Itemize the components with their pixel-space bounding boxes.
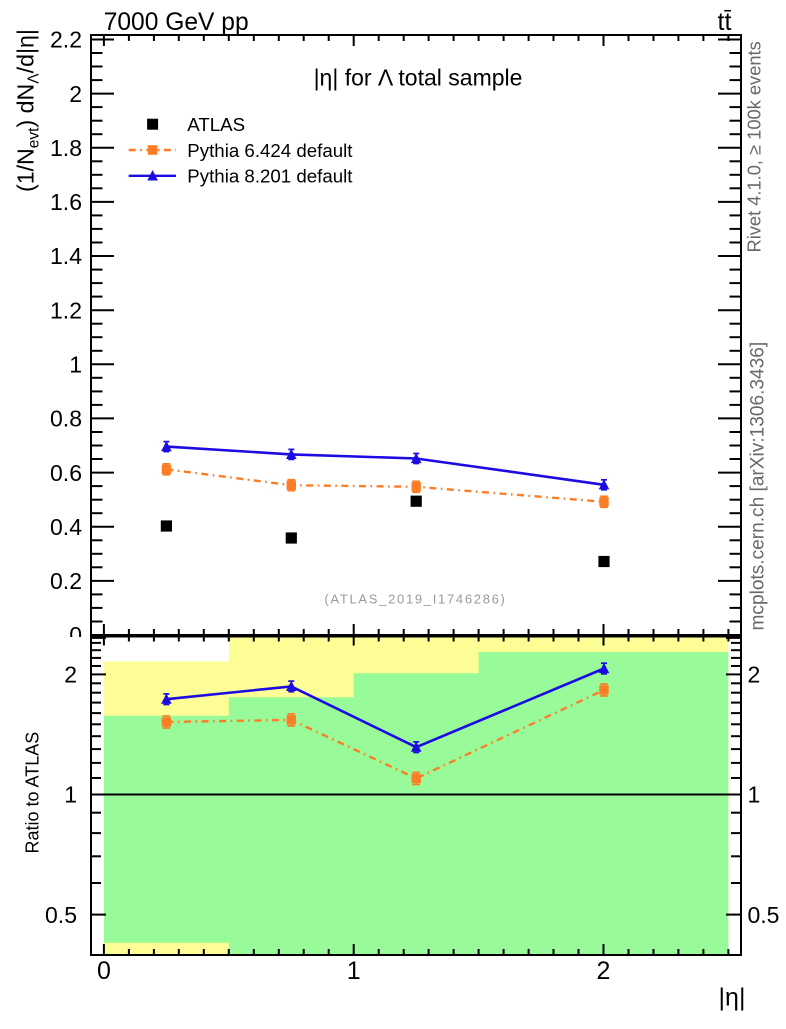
svg-text:0.4: 0.4 [50,514,82,540]
svg-text:1.2: 1.2 [50,297,82,323]
svg-text:2: 2 [64,662,77,688]
svg-text:1: 1 [64,782,77,808]
svg-text:2: 2 [69,81,82,107]
svg-text:0.5: 0.5 [45,902,77,928]
svg-text:1.6: 1.6 [50,189,82,215]
svg-text:1.8: 1.8 [50,135,82,161]
svg-text:1: 1 [69,352,82,378]
svg-text:0.5: 0.5 [748,902,780,928]
svg-text:0: 0 [97,957,111,985]
svg-text:(1/Nevt) dNΛ/d|η|: (1/Nevt) dNΛ/d|η| [13,29,43,192]
svg-text:2: 2 [748,662,761,688]
svg-text:Pythia 8.201 default: Pythia 8.201 default [187,166,353,187]
svg-text:ATLAS: ATLAS [187,114,245,135]
svg-text:2.2: 2.2 [50,27,82,53]
svg-text:(ATLAS_2019_I1746286): (ATLAS_2019_I1746286) [324,592,506,607]
svg-text:tt̄: tt̄ [718,8,732,36]
svg-text:mcplots.cern.ch [arXiv:1306.34: mcplots.cern.ch [arXiv:1306.3436] [748,342,769,631]
svg-text:0.8: 0.8 [50,406,82,432]
svg-text:0.6: 0.6 [50,460,82,486]
svg-text:1: 1 [748,782,761,808]
svg-text:2: 2 [597,957,611,985]
svg-text:|η| for Λ total sample: |η| for Λ total sample [314,65,523,91]
svg-text:7000 GeV pp: 7000 GeV pp [104,9,249,36]
svg-text:Rivet 4.1.0, ≥ 100k events: Rivet 4.1.0, ≥ 100k events [744,41,765,252]
svg-text:Ratio to ATLAS: Ratio to ATLAS [23,732,43,854]
svg-text:1: 1 [347,957,361,985]
svg-text:0.2: 0.2 [50,568,82,594]
svg-text:Pythia 6.424 default: Pythia 6.424 default [187,140,353,161]
svg-text:1.4: 1.4 [50,243,82,269]
svg-text:|η|: |η| [719,984,746,1012]
